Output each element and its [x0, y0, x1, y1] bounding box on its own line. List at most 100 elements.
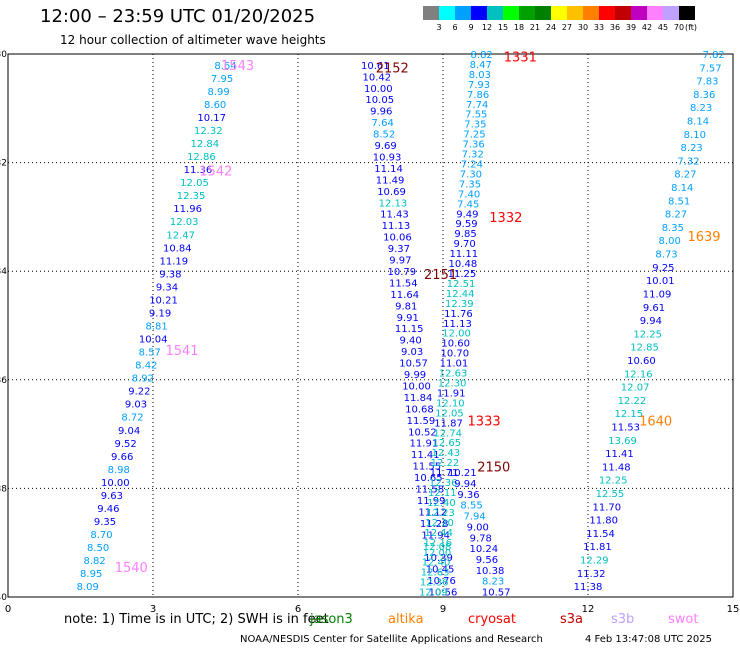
data-point-label: 7.64 — [372, 118, 394, 129]
y-tick-label: -40 — [0, 593, 7, 603]
data-point-label: 11.41 — [605, 449, 634, 460]
data-point-label: 9.03 — [125, 400, 147, 411]
data-point-label: 7.24 — [461, 160, 483, 171]
data-point-label: 8.73 — [655, 250, 677, 261]
data-point-label: 9.97 — [389, 256, 411, 267]
data-point-label: 11.84 — [404, 393, 433, 404]
data-point-label: 7.32 — [462, 150, 484, 161]
data-point-label: 12.05 — [435, 408, 464, 419]
data-point-label: 7.74 — [466, 100, 488, 111]
plot-frame — [7, 53, 734, 598]
data-point-label: 12.30 — [425, 518, 454, 529]
data-point-label: 12.85 — [630, 343, 659, 354]
data-point-label: 9.61 — [643, 303, 665, 314]
colorbar-swatch: 21 — [530, 6, 551, 32]
data-point-label: 12.35 — [177, 191, 206, 202]
data-point-label: 8.09 — [77, 582, 99, 593]
data-point-label: 11.01 — [440, 359, 469, 370]
data-point-label: 8.27 — [674, 170, 696, 181]
data-point-label: 11.12 — [418, 507, 447, 518]
colorbar-tick-label: 70 — [673, 23, 685, 32]
colorbar-swatch: 3 — [436, 6, 455, 32]
data-point-label: 8.47 — [470, 60, 492, 71]
colorbar-tick-label: 30 — [577, 23, 589, 32]
data-point-label: 10.21 — [448, 468, 477, 479]
data-point-label: 10.21 — [149, 295, 178, 306]
data-point-label: 10.65 — [414, 473, 443, 484]
data-point-label: 9.37 — [388, 244, 410, 255]
data-point-label: 8.82 — [84, 556, 106, 567]
footer-credit: NOAA/NESDIS Center for Satellite Applica… — [240, 634, 543, 645]
data-point-label: 8.23 — [482, 577, 504, 588]
data-point-label: 10.24 — [470, 544, 499, 555]
colorbar-tick-label: 3 — [436, 23, 442, 32]
data-point-label: 7.35 — [459, 179, 481, 190]
colorbar-tick-label: 6 — [452, 23, 458, 32]
data-point-label: 8.50 — [87, 543, 109, 554]
data-point-label: 7.45 — [457, 199, 479, 210]
data-point-label: 11.25 — [448, 269, 477, 280]
data-point-label: 12.09 — [419, 588, 448, 599]
data-point-label: 8.99 — [207, 87, 229, 98]
pass-label: 1332 — [489, 211, 522, 226]
data-point-label: 11.76 — [444, 309, 473, 320]
data-point-label: 10.79 — [387, 267, 416, 278]
data-point-label: 13.69 — [608, 436, 637, 447]
data-point-label: 9.46 — [97, 504, 119, 515]
data-point-label: 12.44 — [424, 528, 453, 539]
data-point-label: 9.69 — [374, 141, 396, 152]
data-point-label: 8.70 — [90, 530, 112, 541]
data-point-label: 12.10 — [436, 398, 465, 409]
y-tick-label: -38 — [0, 484, 7, 494]
data-point-label: 8.03 — [469, 70, 491, 81]
data-point-label: 10.57 — [482, 588, 511, 599]
data-point-label: 10.17 — [197, 113, 226, 124]
pass-label: 1542 — [199, 165, 232, 180]
pass-label: 2151 — [424, 268, 457, 283]
data-point-label: 12.74 — [433, 428, 462, 439]
data-point-label: 7.83 — [696, 77, 718, 88]
data-point-label: 11.58 — [415, 485, 444, 496]
data-point-label: 11.15 — [395, 324, 424, 335]
pass-label: 2150 — [477, 461, 510, 476]
colorbar-swatch: 12 — [482, 6, 503, 32]
data-point-label: 8.72 — [121, 413, 143, 424]
pass-label: 2152 — [376, 62, 409, 77]
colorbar-tick-label: 18 — [513, 23, 525, 32]
data-point-label: 12.39 — [445, 299, 474, 310]
data-point-label: 10.00 — [364, 84, 393, 95]
chart-title: 12:00 – 23:59 UTC 01/20/2025 — [40, 6, 316, 27]
data-point-label: 12.32 — [194, 126, 223, 137]
colorbar-tick-label: 36 — [609, 23, 621, 32]
data-point-label: 8.82 — [471, 50, 493, 61]
data-point-label: 10.56 — [429, 588, 458, 599]
data-point-label: 11.19 — [160, 256, 189, 267]
data-point-label: 12.25 — [599, 476, 628, 487]
x-tick-label: 12 — [582, 604, 595, 615]
data-point-label: 8.52 — [373, 130, 395, 141]
satellite-legend-item: s3b — [611, 612, 635, 627]
colorbar-swatch: 15 — [498, 6, 519, 32]
pass-label: 1640 — [639, 415, 672, 430]
data-point-label: 7.93 — [468, 80, 490, 91]
data-point-label: 7.25 — [463, 130, 485, 141]
data-point-label: 11.11 — [449, 249, 478, 260]
data-point-label: 12.00 — [423, 548, 452, 559]
data-point-label: 9.35 — [94, 517, 116, 528]
y-tick-label: -30 — [0, 50, 7, 60]
data-point-label: 12.51 — [447, 279, 476, 290]
data-point-label: 8.00 — [659, 236, 681, 247]
data-point-label: 9.19 — [149, 308, 171, 319]
data-point-label: 11.96 — [173, 204, 202, 215]
data-point-label: 10.61 — [361, 61, 390, 72]
data-point-label: 10.69 — [377, 187, 406, 198]
data-point-label: 10.60 — [441, 339, 470, 350]
data-point-label: 12.11 — [428, 488, 457, 499]
data-point-label: 9.66 — [111, 452, 133, 463]
data-point-label: 10.06 — [383, 233, 412, 244]
data-point-label: 12.40 — [427, 498, 456, 509]
colorbar-tick-label: 27 — [561, 23, 573, 32]
data-point-label: 10.01 — [646, 276, 675, 287]
colorbar-swatch: 24 — [546, 6, 567, 32]
y-tick-label: -32 — [0, 159, 7, 169]
